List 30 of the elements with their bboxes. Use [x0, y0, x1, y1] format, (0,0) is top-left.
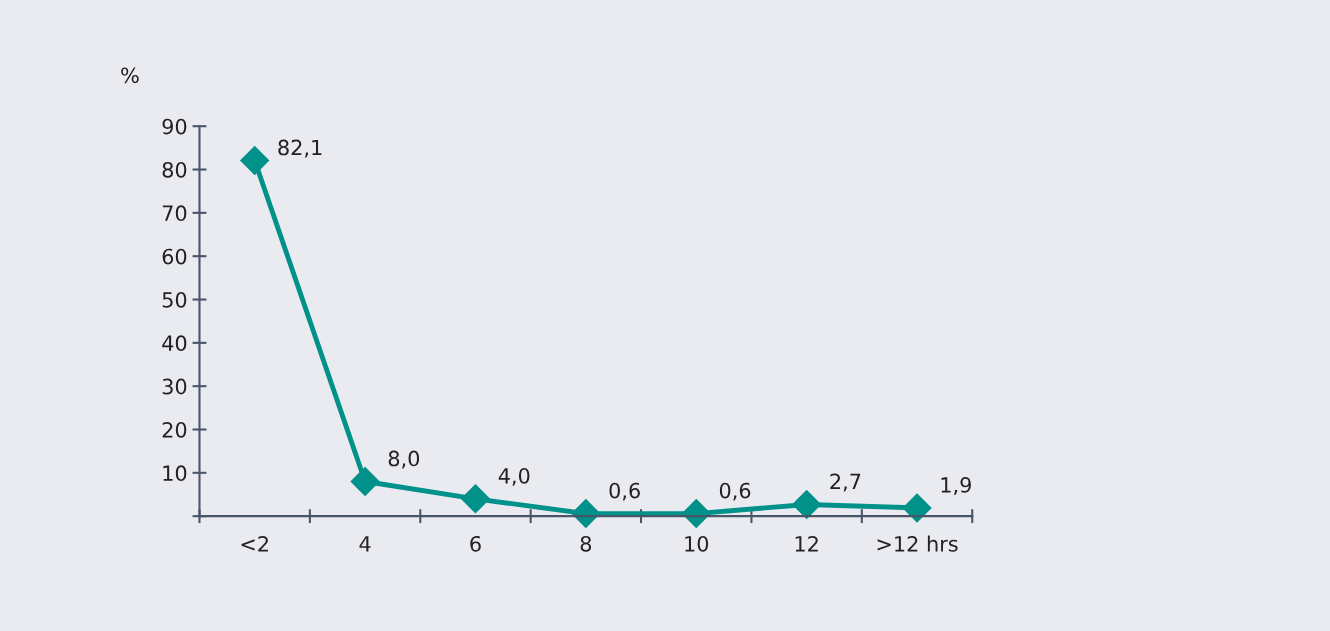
data-label: 0,6: [609, 482, 640, 501]
y-tick-label: 40: [162, 335, 187, 352]
y-tick-label: 60: [162, 248, 187, 265]
point: [571, 499, 601, 529]
point: [902, 493, 932, 523]
x-tick-label: 8: [580, 535, 592, 552]
point: [792, 490, 822, 519]
y-tick-label: 30: [162, 378, 187, 395]
data-label: 0,6: [719, 482, 751, 501]
data-label: 2,7: [830, 473, 861, 492]
x-tick-label: 12: [795, 535, 818, 552]
x-tick-label: <2: [241, 535, 268, 552]
point: [461, 484, 490, 514]
y-tick-label: 10: [163, 465, 187, 482]
point: [350, 467, 380, 496]
x-tick-label: 4: [359, 536, 371, 552]
data-label: 4,0: [498, 467, 530, 486]
y-tick-label: 50: [162, 291, 187, 308]
y-tick-label: 20: [162, 421, 187, 438]
y-axis-title: %: [121, 67, 139, 84]
point: [240, 145, 270, 175]
data-label: 1,9: [941, 477, 971, 495]
data-label: 8,0: [388, 450, 420, 469]
y-tick-label: 80: [162, 161, 187, 178]
x-tick-label: >12 hrs: [877, 535, 958, 552]
y-tick-label: 90: [162, 118, 187, 135]
x-tick-label: 6: [470, 535, 481, 552]
y-tick-label: 70: [162, 205, 187, 222]
data-label: 82,1: [278, 139, 322, 158]
x-tick-label: 10: [685, 535, 709, 552]
